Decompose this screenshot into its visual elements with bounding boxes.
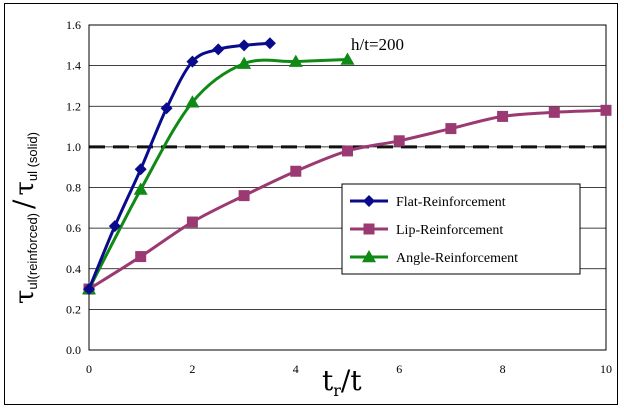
flat-reinforcement-point [238, 39, 251, 52]
series-angle-reinforcement [82, 52, 355, 295]
y-tick-label: 0.8 [66, 181, 81, 195]
lip-reinforcement-point [600, 104, 612, 116]
x-tick-label: 6 [396, 362, 402, 376]
legend-item-lip-reinforcement: Lip-Reinforcement [350, 223, 503, 238]
lip-reinforcement-point [238, 190, 250, 202]
y-tick-label: 1.4 [66, 59, 81, 73]
y-tick-label: 0.0 [66, 343, 81, 357]
legend-swatch-marker [363, 223, 375, 235]
flat-reinforcement-line [87, 41, 271, 290]
x-axis-label-sub: r [333, 381, 341, 400]
y-axis-label-sub1: ul(reinforced) [25, 213, 40, 290]
legend-label: Lip-Reinforcement [396, 223, 503, 238]
plot-area-border [88, 24, 607, 351]
x-tick-label: 0 [86, 362, 92, 376]
lip-reinforcement-point [497, 110, 509, 122]
legend-label: Flat-Reinforcement [396, 195, 506, 210]
lip-reinforcement-point [135, 251, 147, 263]
x-tick-label: 4 [293, 362, 299, 376]
legend: Flat-Reinforcement Lip-Reinforcement Angle… [341, 183, 581, 275]
flat-reinforcement-point [83, 283, 95, 296]
angle-reinforcement-point [133, 182, 148, 195]
legend-label: Angle-Reinforcement [396, 251, 518, 266]
x-axis-label-main: t [322, 364, 334, 397]
legend-item-angle-reinforcement: Angle-Reinforcement [350, 250, 518, 266]
y-axis-label: τul(reinforced)/τul (solid) [7, 132, 40, 304]
y-tick-label: 0.6 [66, 221, 81, 235]
y-tick-label: 1.0 [66, 140, 81, 154]
y-tick-labels: 0.0 0.2 0.4 0.6 0.8 1.0 1.2 1.4 1.6 [66, 18, 81, 357]
angle-reinforcement-point [340, 52, 355, 65]
x-tick-label: 2 [189, 362, 195, 376]
y-tick-label: 1.6 [66, 18, 81, 32]
angle-reinforcement-line [87, 58, 348, 290]
y-axis-label-sub2: ul (solid) [25, 132, 40, 181]
series-flat-reinforcement [83, 37, 276, 296]
lip-reinforcement-point [186, 216, 198, 228]
y-tick-label: 0.2 [66, 302, 81, 316]
lip-reinforcement-point [290, 165, 302, 177]
lip-reinforcement-point [342, 145, 353, 157]
angle-reinforcement-point [185, 95, 200, 108]
angle-reinforcement-point [237, 56, 252, 69]
flat-reinforcement-point [186, 55, 199, 68]
y-tick-label: 0.4 [66, 262, 81, 276]
x-axis-label-tail: /t [341, 364, 362, 397]
flat-reinforcement-point [212, 43, 225, 56]
y-tick-label: 1.2 [66, 99, 81, 113]
flat-reinforcement-point [134, 163, 147, 176]
flat-reinforcement-point [160, 102, 173, 115]
legend-item-flat-reinforcement: Flat-Reinforcement [350, 195, 506, 210]
x-axis-label: tr/t [322, 364, 362, 400]
legend-swatch-marker [362, 250, 376, 263]
flat-reinforcement-point [108, 220, 121, 233]
x-tick-label: 8 [500, 362, 506, 376]
x-tick-label: 10 [600, 362, 612, 376]
lip-reinforcement-point [445, 123, 457, 135]
legend-swatch-marker [363, 195, 375, 207]
angle-reinforcement-point [288, 54, 303, 67]
lip-reinforcement-point [548, 106, 560, 118]
x-tick-labels: 0 2 4 6 8 10 [86, 362, 612, 376]
annotation-label: h/t=200 [351, 35, 404, 54]
lip-reinforcement-point [393, 135, 405, 147]
y-axis-label-main2: τ [10, 181, 40, 195]
y-axis-label-slash: / [7, 199, 40, 209]
y-axis-label-main1: τ [10, 290, 40, 304]
series-group [82, 37, 612, 296]
flat-reinforcement-point [263, 37, 276, 50]
